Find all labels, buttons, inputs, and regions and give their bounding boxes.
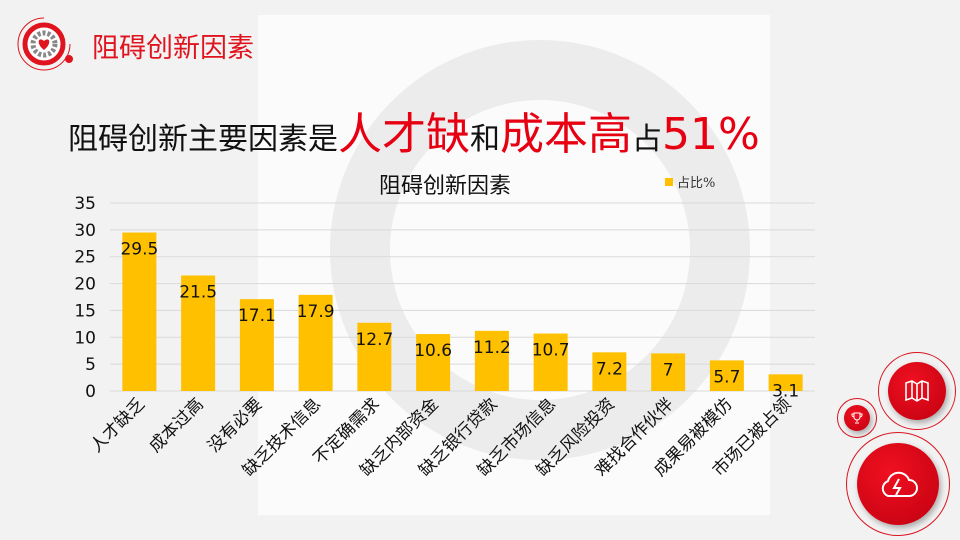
chart-title: 阻碍创新因素	[379, 174, 511, 199]
bar	[768, 374, 803, 391]
bar	[298, 294, 333, 391]
bar	[474, 330, 509, 391]
y-tick-label: 25	[74, 248, 96, 268]
headline-highlight: 人才缺	[338, 109, 470, 160]
y-tick-label: 30	[74, 221, 96, 241]
data-label: 10.7	[532, 341, 570, 361]
y-tick-label: 35	[74, 194, 96, 214]
bar	[651, 353, 686, 391]
cloud-lightning-button[interactable]	[846, 432, 950, 536]
map-icon	[905, 380, 929, 402]
logo-icon	[17, 17, 73, 71]
bar	[592, 352, 627, 391]
data-label: 10.6	[414, 341, 452, 361]
bar	[239, 299, 274, 391]
y-tick-label: 5	[85, 355, 96, 375]
y-tick-label: 0	[85, 382, 96, 402]
bar	[122, 232, 157, 391]
data-label: 17.1	[238, 306, 276, 326]
data-label: 7	[663, 360, 674, 380]
y-tick-label: 20	[74, 275, 96, 295]
y-tick-label: 15	[74, 301, 96, 321]
data-label: 21.5	[179, 283, 217, 303]
headline-highlight: 成本高	[500, 109, 632, 160]
legend-swatch	[665, 178, 673, 186]
data-label: 7.2	[596, 359, 623, 379]
data-label: 11.2	[473, 338, 511, 358]
headline: 阻碍创新主要因素是人才缺和成本高占51%	[68, 98, 760, 162]
data-label: 29.5	[120, 240, 158, 260]
trophy-icon	[851, 412, 863, 424]
bar	[709, 360, 744, 391]
bar	[357, 322, 392, 391]
bar	[416, 334, 451, 391]
bar	[181, 275, 216, 391]
cloud-lightning-icon	[881, 471, 918, 497]
headline-part: 占	[632, 122, 662, 157]
trophy-button[interactable]	[837, 398, 877, 438]
y-tick-label: 10	[74, 328, 96, 348]
bar	[533, 333, 568, 391]
legend-label: 占比%	[677, 176, 715, 191]
map-button[interactable]	[878, 352, 956, 430]
headline-part: 阻碍创新主要因素是	[68, 122, 338, 157]
x-tick-label: 人才缺乏	[87, 394, 149, 456]
data-label: 12.7	[355, 330, 393, 350]
data-label: 5.7	[713, 367, 740, 387]
data-label: 17.9	[297, 302, 335, 322]
data-label: 3.1	[772, 381, 799, 401]
x-tick-label: 成本过高	[145, 394, 207, 456]
page-header-title: 阻碍创新因素	[92, 33, 254, 64]
headline-part: 和	[470, 122, 500, 157]
headline-highlight: 51%	[662, 109, 760, 160]
